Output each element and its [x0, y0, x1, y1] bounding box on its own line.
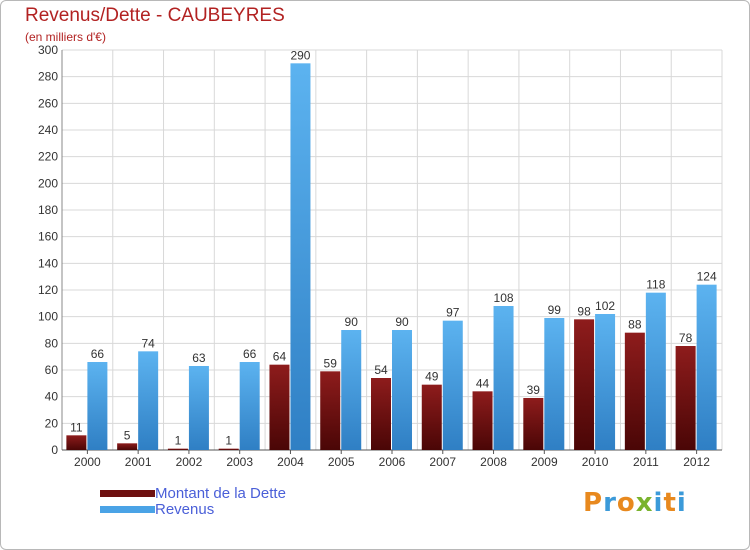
y-tick-label: 280 [38, 70, 58, 84]
bar-dette-2008 [472, 391, 493, 450]
logo-letter: r [603, 488, 617, 518]
y-tick-label: 20 [45, 416, 59, 430]
data-label-revenus-2007: 97 [446, 306, 460, 320]
y-tick-label: 240 [38, 123, 58, 137]
bar-dette-2011 [624, 332, 645, 450]
y-tick-label: 140 [38, 256, 58, 270]
data-label-revenus-2000: 66 [91, 347, 105, 361]
data-label-dette-2008: 44 [476, 376, 490, 390]
x-tick-label: 2001 [125, 455, 152, 469]
data-label-dette-2010: 98 [577, 304, 591, 318]
proxiti-logo: Proxiti [583, 488, 687, 518]
y-tick-label: 100 [38, 310, 58, 324]
x-tick-label: 2011 [633, 455, 659, 469]
logo-letter: P [583, 488, 604, 518]
legend-item-revenus: Revenus [100, 500, 215, 518]
data-label-revenus-2003: 66 [243, 347, 257, 361]
bar-revenus-2005 [341, 330, 362, 450]
y-tick-label: 220 [38, 150, 58, 164]
data-label-dette-2012: 78 [679, 331, 693, 345]
x-tick-label: 2000 [74, 455, 101, 469]
y-tick-label: 0 [51, 443, 58, 457]
chart-subtitle: (en milliers d'€) [25, 30, 106, 44]
data-label-revenus-2005: 90 [345, 315, 359, 329]
data-label-dette-2000: 11 [70, 420, 83, 434]
bar-revenus-2001 [138, 351, 159, 450]
y-tick-label: 300 [38, 43, 58, 57]
bar-dette-2000 [66, 435, 87, 450]
legend-label-dette: Montant de la Dette [155, 484, 286, 502]
bar-dette-2004 [269, 364, 290, 450]
logo-letter: i [653, 488, 664, 518]
bar-dette-2002 [167, 448, 188, 450]
data-label-revenus-2001: 74 [141, 336, 155, 350]
x-tick-label: 2005 [328, 455, 355, 469]
data-label-dette-2006: 54 [374, 363, 388, 377]
bar-dette-2006 [371, 378, 391, 450]
data-label-revenus-2011: 118 [646, 278, 665, 292]
bar-dette-2007 [421, 384, 442, 450]
y-tick-label: 180 [38, 203, 58, 217]
x-tick-label: 2009 [531, 455, 558, 469]
x-tick-label: 2003 [226, 455, 253, 469]
y-tick-label: 80 [45, 336, 59, 350]
x-tick-label: 2002 [176, 455, 203, 469]
data-label-revenus-2009: 99 [548, 303, 562, 317]
x-tick-label: 2006 [379, 455, 406, 469]
bar-revenus-2004 [290, 63, 311, 450]
bar-revenus-2007 [442, 320, 463, 450]
data-label-dette-2011: 88 [628, 318, 642, 332]
bar-revenus-2000 [87, 362, 108, 450]
y-tick-label: 200 [38, 176, 58, 190]
x-tick-label: 2012 [683, 455, 710, 469]
data-label-dette-2001: 5 [124, 428, 131, 442]
bar-revenus-2008 [493, 306, 514, 450]
data-label-dette-2007: 49 [425, 370, 439, 384]
logo-letter: o [616, 488, 636, 518]
y-tick-label: 160 [38, 230, 58, 244]
data-label-dette-2004: 64 [273, 350, 287, 364]
bar-dette-2005 [320, 371, 341, 450]
bar-dette-2010 [574, 319, 595, 450]
x-tick-label: 2010 [582, 455, 609, 469]
x-tick-label: 2007 [429, 455, 456, 469]
y-tick-label: 120 [38, 283, 58, 297]
data-label-revenus-2008: 108 [494, 291, 514, 305]
bar-revenus-2003 [239, 362, 260, 450]
logo-letter: x [635, 488, 654, 518]
legend-swatch-dette [100, 489, 155, 497]
bar-revenus-2010 [595, 314, 616, 450]
y-tick-label: 260 [38, 96, 58, 110]
bar-dette-2009 [523, 398, 544, 450]
bar-revenus-2012 [696, 284, 717, 450]
bar-revenus-2009 [544, 318, 565, 450]
logo-letter: i [676, 488, 687, 518]
bar-dette-2001 [117, 443, 138, 450]
data-label-revenus-2002: 63 [192, 351, 206, 365]
data-label-dette-2003: 1 [225, 434, 232, 448]
bar-dette-2012 [675, 346, 696, 450]
data-label-dette-2005: 59 [324, 356, 338, 370]
bar-revenus-2006 [392, 330, 412, 450]
logo-letter: t [663, 488, 677, 518]
x-tick-label: 2008 [480, 455, 507, 469]
bar-revenus-2011 [645, 292, 666, 450]
data-label-revenus-2006: 90 [395, 315, 409, 329]
x-tick-label: 2004 [277, 455, 304, 469]
chart-title: Revenus/Dette - CAUBEYRES [25, 5, 285, 26]
data-label-revenus-2012: 124 [697, 270, 717, 284]
y-tick-label: 60 [45, 363, 59, 377]
data-label-revenus-2010: 102 [595, 299, 615, 313]
data-label-dette-2009: 39 [527, 383, 541, 397]
data-label-dette-2002: 1 [175, 434, 182, 448]
bar-revenus-2002 [188, 366, 209, 450]
y-tick-label: 40 [45, 390, 59, 404]
bar-dette-2003 [218, 448, 239, 450]
legend-swatch-revenus [100, 505, 155, 513]
legend-label-revenus: Revenus [155, 500, 215, 518]
data-label-revenus-2004: 290 [290, 48, 310, 62]
legend-item-dette: Montant de la Dette [100, 484, 286, 502]
